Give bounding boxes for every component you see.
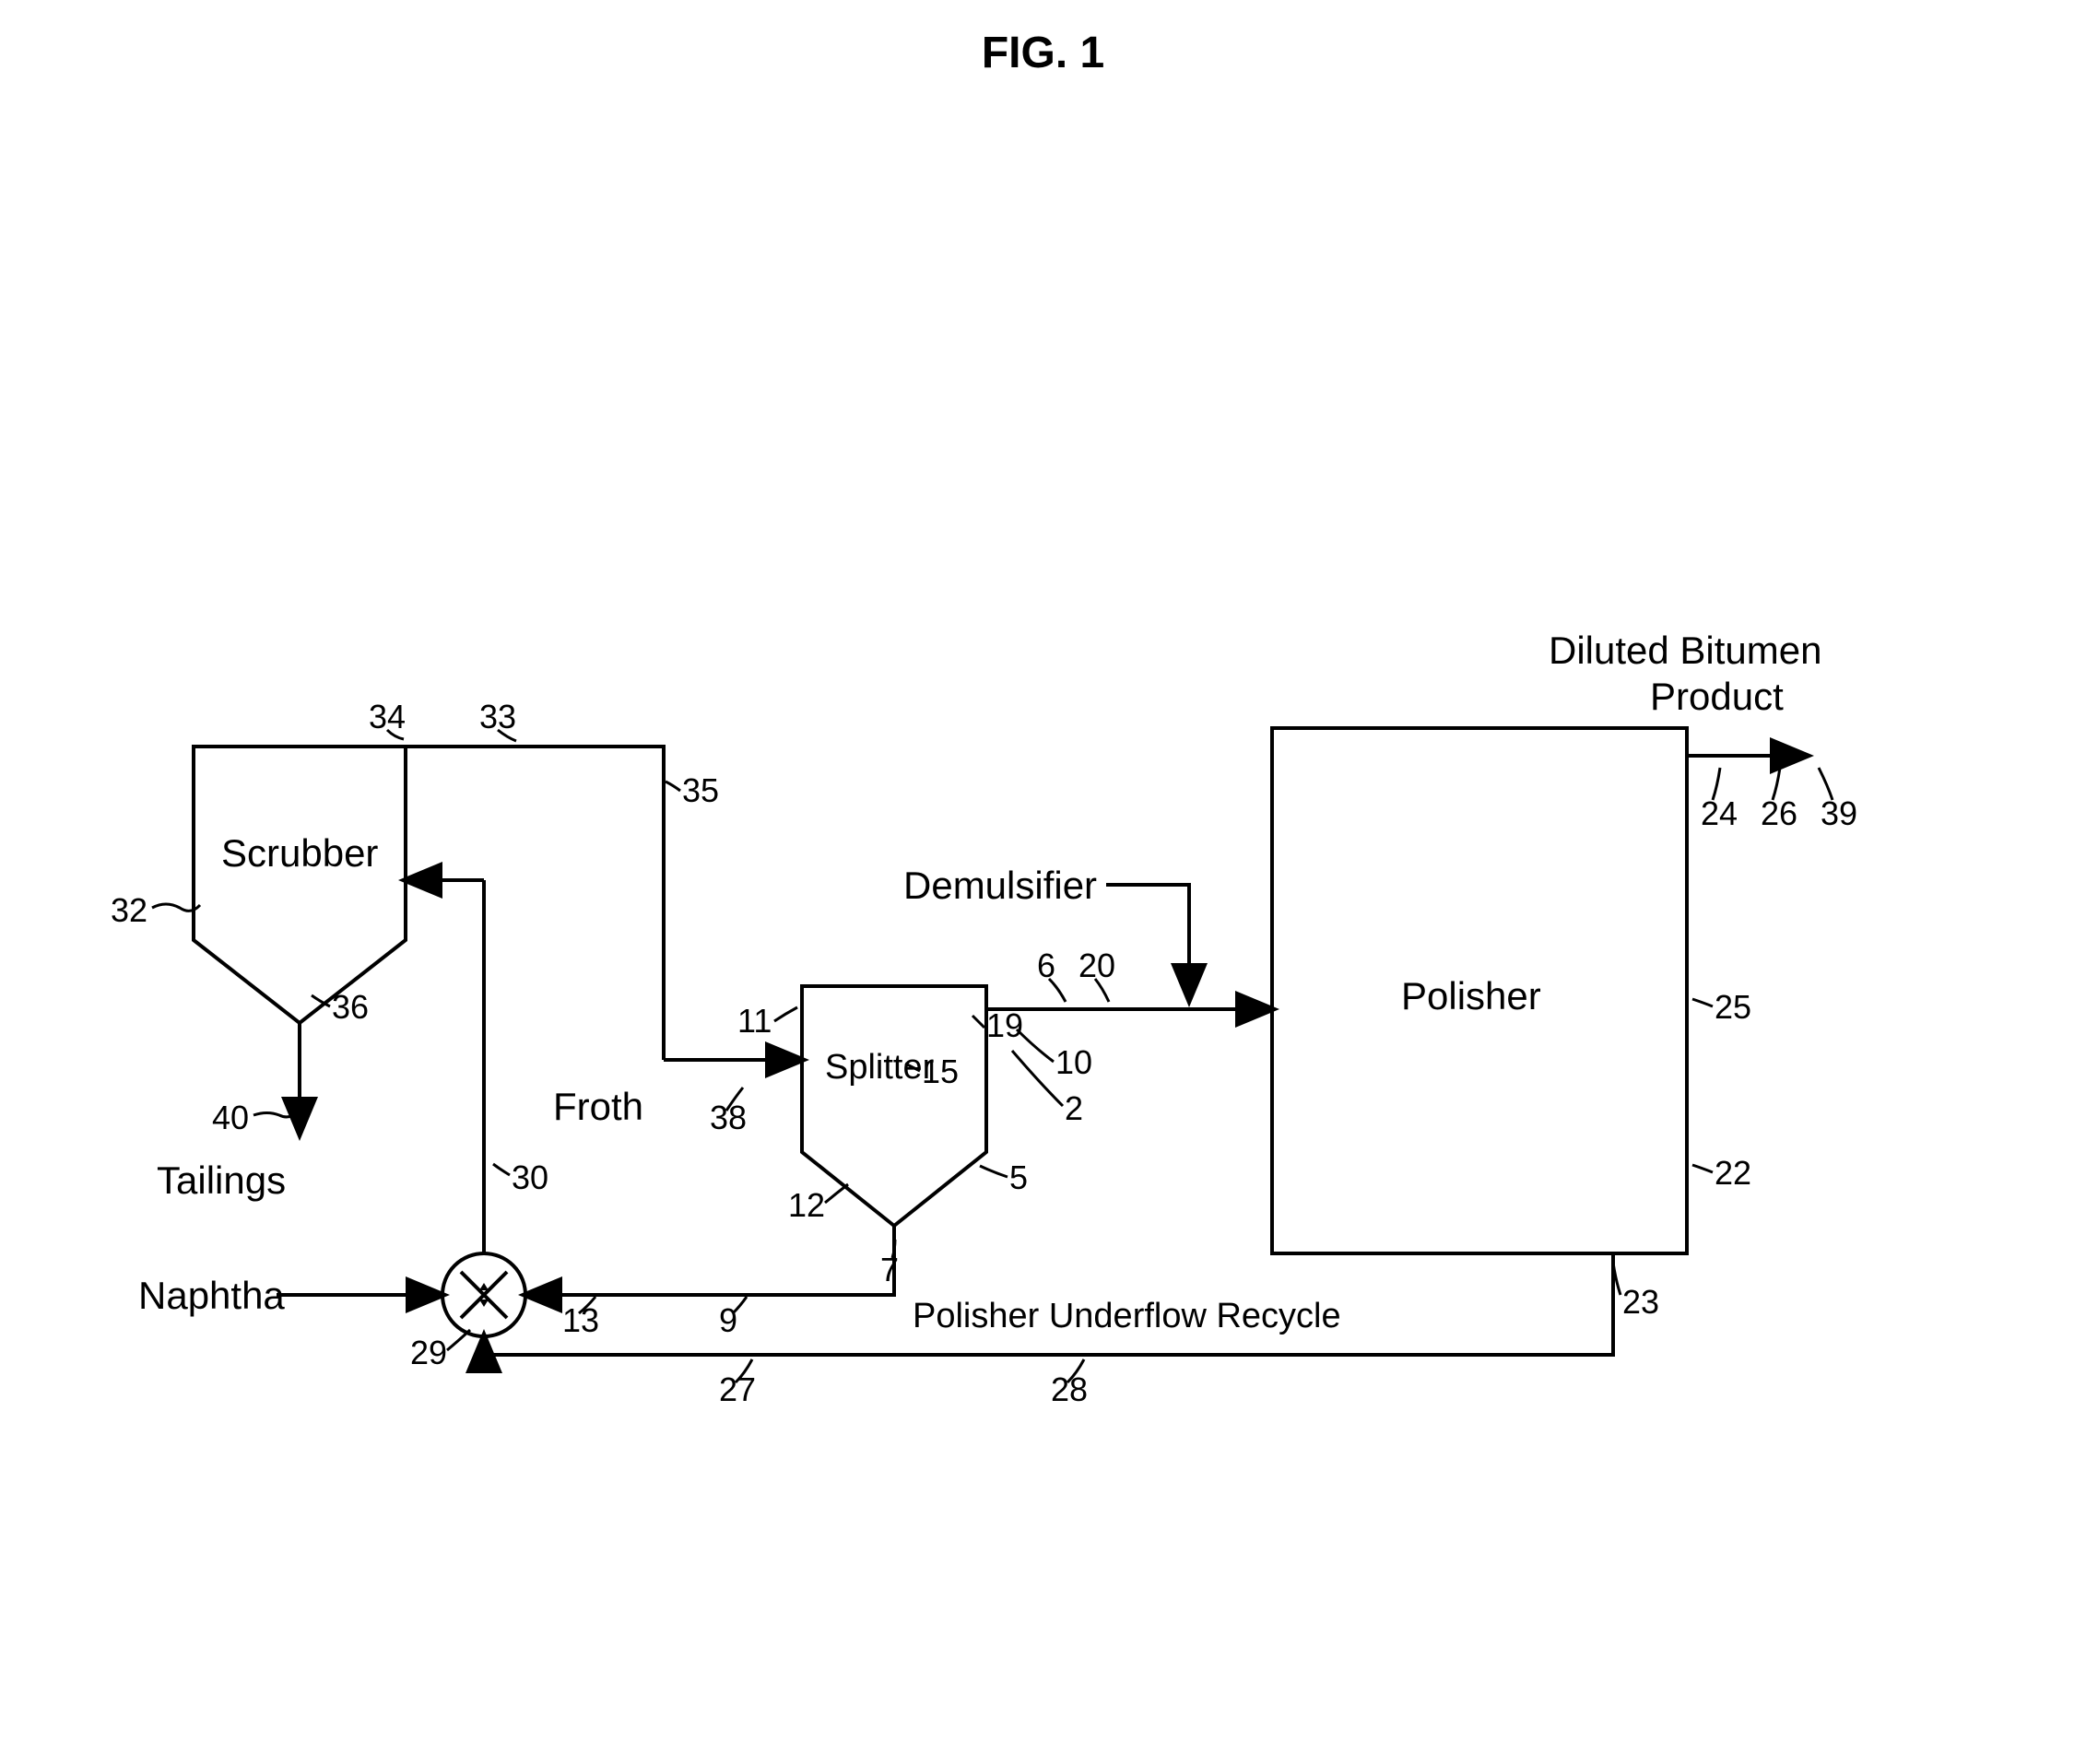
ref-32: 32 — [111, 891, 147, 929]
ref-38: 38 — [710, 1099, 747, 1136]
polisher-unit: Polisher — [1272, 728, 1687, 1253]
ref-13: 13 — [562, 1301, 599, 1339]
ref-22: 22 — [1715, 1154, 1751, 1192]
ref-27: 27 — [719, 1370, 756, 1408]
ref-19: 19 — [986, 1006, 1023, 1044]
polisher-label: Polisher — [1401, 974, 1541, 1017]
ref-23: 23 — [1622, 1283, 1659, 1321]
tailings-label: Tailings — [157, 1158, 286, 1202]
ref-30: 30 — [512, 1158, 548, 1196]
ref-6: 6 — [1037, 947, 1055, 984]
ref-28: 28 — [1051, 1370, 1088, 1408]
naphtha-label: Naphtha — [138, 1274, 285, 1317]
ref-12: 12 — [788, 1186, 825, 1224]
ref-36: 36 — [332, 988, 369, 1026]
ref-2: 2 — [1065, 1089, 1083, 1127]
ref-39: 39 — [1821, 794, 1857, 832]
ref-40: 40 — [212, 1099, 249, 1136]
scrubber-label: Scrubber — [221, 831, 378, 875]
product-label: Product — [1650, 675, 1784, 718]
ref-29: 29 — [410, 1334, 447, 1371]
ref-25: 25 — [1715, 988, 1751, 1026]
ref-15: 15 — [922, 1053, 959, 1090]
ref-7: 7 — [880, 1251, 899, 1288]
diluted-bitumen-label: Diluted Bitumen — [1549, 629, 1821, 672]
ref-10: 10 — [1055, 1043, 1092, 1081]
ref-33: 33 — [479, 698, 516, 735]
splitter-label: Splitter — [825, 1048, 935, 1087]
ref-35: 35 — [682, 771, 719, 809]
mixer-junction — [442, 1253, 525, 1336]
ref-11: 11 — [737, 1002, 772, 1040]
polisher-underflow-label: Polisher Underflow Recycle — [913, 1297, 1341, 1335]
ref-20: 20 — [1078, 947, 1115, 984]
diagram-canvas: Scrubber Splitter Polisher Froth Naphtha… — [0, 0, 2086, 1764]
ref-5: 5 — [1009, 1158, 1028, 1196]
splitter-unit: Splitter — [802, 986, 986, 1226]
demulsifier-label: Demulsifier — [903, 864, 1097, 907]
ref-9: 9 — [719, 1301, 737, 1339]
froth-label: Froth — [553, 1085, 643, 1128]
scrubber-unit: Scrubber — [194, 747, 406, 1023]
ref-26: 26 — [1761, 794, 1797, 832]
ref-34: 34 — [369, 698, 406, 735]
ref-24: 24 — [1701, 794, 1738, 832]
